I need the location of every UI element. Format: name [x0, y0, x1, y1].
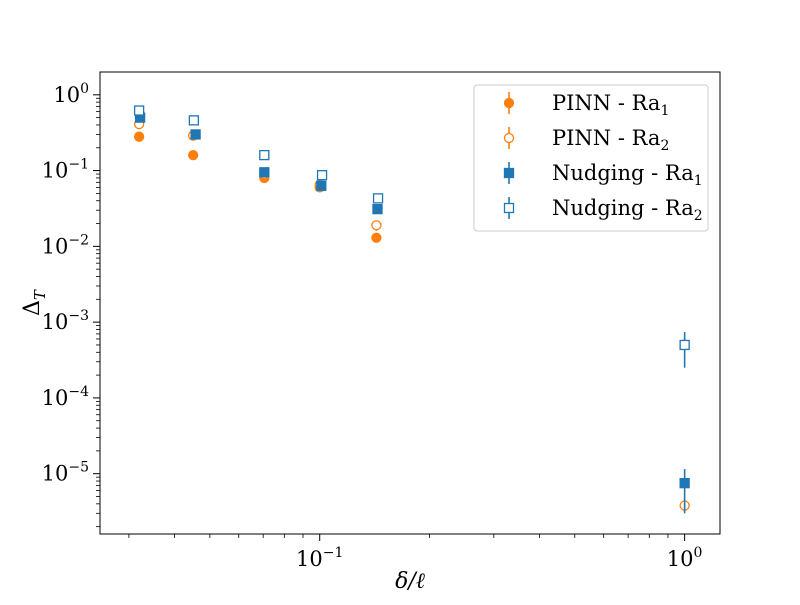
legend-marker [503, 202, 515, 214]
tick-label-base: 10 [42, 310, 69, 334]
tick-label-base: 10 [667, 547, 694, 571]
legend-label-sub: 2 [694, 208, 703, 224]
legend-item-4: Nudging - Ra2 [503, 196, 703, 224]
tick-label-base: 10 [53, 83, 80, 107]
series-3 [134, 112, 690, 514]
x-axis: 10−1 100 [128, 534, 703, 571]
tick-label-exp: 0 [694, 545, 703, 561]
legend-label-main: Nudging - Ra [552, 161, 694, 185]
tick-label-base: 10 [42, 462, 69, 486]
data-point [372, 203, 383, 215]
plot-frame [99, 71, 721, 535]
legend-label: Nudging - Ra1 [552, 161, 703, 189]
data-point [133, 131, 145, 142]
data-point [133, 105, 145, 116]
legend-label-main: PINN - Ra [552, 126, 660, 150]
data-point [679, 339, 690, 351]
series-1 [133, 131, 382, 243]
legend-label: PINN - Ra1 [552, 91, 669, 119]
legend-marker [503, 167, 515, 179]
tick-label-exp: −1 [323, 545, 344, 561]
legend-item-1: PINN - Ra1 [503, 91, 669, 119]
y-tick-label: 10−4 [42, 384, 89, 410]
x-tick-label: 100 [667, 545, 703, 571]
tick-label-exp: −5 [68, 460, 89, 476]
data-point [371, 232, 382, 243]
legend-marker [503, 97, 515, 109]
tick-label-base: 10 [42, 234, 69, 258]
legend-label-sub: 2 [660, 138, 669, 154]
tick-label-exp: 0 [80, 81, 89, 97]
legend-label-sub: 1 [694, 173, 703, 189]
tick-label-base: 10 [42, 386, 69, 410]
legend-box [473, 84, 709, 232]
legend-label-main: Nudging - Ra [552, 196, 694, 220]
data-point [371, 220, 382, 231]
x-tick-label: 10−1 [296, 545, 343, 571]
data-point [188, 149, 199, 161]
data-point [259, 167, 270, 178]
y-axis-label-main: Δ [20, 300, 45, 316]
data-point [190, 129, 201, 140]
y-tick-label: 10−2 [42, 232, 89, 258]
series-4 [133, 105, 690, 368]
y-tick-label: 10−1 [42, 157, 89, 183]
legend-marker [503, 132, 515, 144]
series-layer [133, 105, 690, 514]
y-axis-label: ΔT [20, 289, 49, 316]
legend-label-main: PINN - Ra [552, 91, 660, 115]
y-tick-label: 100 [53, 81, 89, 107]
data-point [259, 149, 270, 161]
legend-item-2: PINN - Ra2 [503, 126, 669, 154]
data-point [372, 193, 384, 204]
tick-label-exp: −3 [68, 308, 89, 324]
data-point [188, 115, 200, 126]
data-point [316, 180, 327, 191]
tick-label-exp: −2 [68, 232, 89, 248]
data-point [679, 478, 690, 489]
data-point [316, 170, 328, 181]
legend-item-3: Nudging - Ra1 [503, 161, 703, 189]
legend-label-sub: 1 [660, 103, 669, 119]
y-axis-label-sub: T [31, 289, 49, 300]
tick-label-base: 10 [296, 547, 323, 571]
legend-label: PINN - Ra2 [552, 126, 669, 154]
tick-label-exp: −1 [68, 157, 89, 173]
legend-label: Nudging - Ra2 [552, 196, 703, 224]
tick-label-exp: −4 [68, 384, 89, 400]
y-tick-label: 10−3 [42, 308, 89, 334]
x-axis-label: δ/ℓ [395, 569, 426, 594]
tick-label-base: 10 [42, 159, 69, 183]
y-tick-label: 10−5 [42, 460, 89, 486]
